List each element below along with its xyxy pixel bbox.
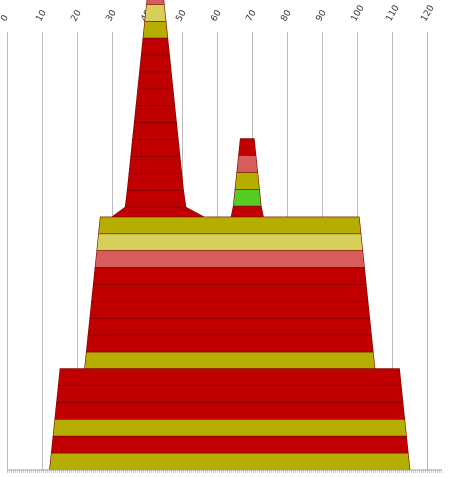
band-3-3 bbox=[94, 250, 365, 268]
band-1-10 bbox=[130, 139, 181, 157]
x-tick-label-0: 0 bbox=[0, 13, 11, 23]
bands bbox=[49, 0, 411, 471]
x-tick-label-60: 60 bbox=[209, 8, 224, 23]
band-1-5 bbox=[139, 54, 172, 73]
band-4-5 bbox=[50, 435, 409, 454]
x-tick-label-110: 110 bbox=[384, 3, 401, 23]
x-tick-label-20: 20 bbox=[69, 8, 84, 23]
stack-3 bbox=[84, 216, 376, 370]
band-1-13 bbox=[124, 190, 187, 208]
band-1-11 bbox=[128, 156, 183, 174]
band-1-9 bbox=[132, 122, 179, 140]
x-tick-label-70: 70 bbox=[244, 8, 259, 23]
band-4-3 bbox=[54, 402, 406, 420]
band-3-1 bbox=[98, 216, 362, 235]
band-3-2 bbox=[96, 233, 364, 251]
band-1-1 bbox=[146, 0, 165, 5]
band-2-2 bbox=[236, 155, 259, 173]
x-tick-label-100: 100 bbox=[349, 3, 366, 23]
band-1-3 bbox=[142, 20, 169, 39]
band-1-12 bbox=[126, 173, 184, 191]
stack-1 bbox=[99, 0, 220, 242]
stack-4 bbox=[49, 368, 411, 471]
band-1-4 bbox=[140, 37, 170, 56]
x-tick-label-50: 50 bbox=[174, 8, 189, 23]
x-tick-label-10: 10 bbox=[34, 8, 49, 23]
band-4-1 bbox=[57, 368, 402, 386]
band-1-7 bbox=[135, 88, 176, 107]
x-tick-label-120: 120 bbox=[419, 3, 436, 23]
band-3-9 bbox=[84, 351, 376, 370]
band-1-6 bbox=[137, 71, 174, 90]
x-axis-ticks: 0102030405060708090100110120 bbox=[0, 3, 437, 23]
band-1-8 bbox=[133, 105, 177, 123]
band-3-7 bbox=[87, 317, 372, 336]
baseline bbox=[7, 469, 442, 473]
band-3-4 bbox=[92, 267, 367, 285]
band-4-4 bbox=[52, 418, 407, 437]
band-3-6 bbox=[89, 301, 371, 319]
band-2-1 bbox=[238, 138, 257, 156]
band-3-8 bbox=[85, 334, 374, 353]
band-4-6 bbox=[49, 452, 411, 471]
x-tick-label-90: 90 bbox=[314, 8, 329, 23]
band-2-4 bbox=[232, 189, 262, 207]
band-2-3 bbox=[234, 172, 260, 190]
x-tick-label-80: 80 bbox=[279, 8, 294, 23]
band-1-2 bbox=[144, 4, 167, 22]
x-tick-label-30: 30 bbox=[104, 8, 119, 23]
band-4-2 bbox=[56, 385, 404, 403]
band-3-5 bbox=[91, 284, 369, 302]
